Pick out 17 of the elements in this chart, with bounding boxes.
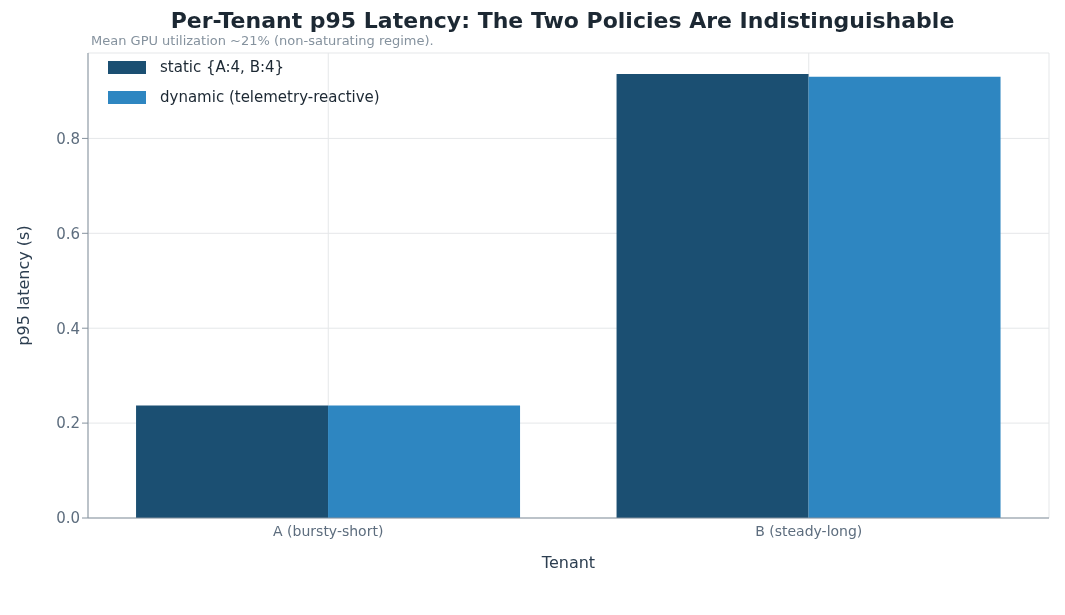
bar xyxy=(616,73,809,518)
y-tick-label: 0.2 xyxy=(56,414,80,433)
legend-label: dynamic (telemetry-reactive) xyxy=(159,88,380,106)
y-tick-label: 0.4 xyxy=(56,319,80,338)
y-tick-label: 0.8 xyxy=(56,129,80,148)
bar xyxy=(808,76,1001,518)
x-axis-title: Tenant xyxy=(540,553,596,572)
bar xyxy=(328,405,521,518)
x-tick-label: A (bursty-short) xyxy=(273,522,384,539)
chart-subtitle: Mean GPU utilization ~21% (non-saturating regime). xyxy=(91,33,435,48)
bar xyxy=(136,405,329,518)
y-tick-label: 0.6 xyxy=(56,224,80,243)
x-tick-label: B (steady-long) xyxy=(755,522,863,539)
y-tick-label: 0.0 xyxy=(56,509,80,528)
legend-label: static {A:4, B:4} xyxy=(159,58,286,76)
chart-title: Per-Tenant p95 Latency: The Two Policies Are Indistinguishable xyxy=(169,8,956,33)
y-axis-title: p95 latency (s) xyxy=(13,225,33,346)
